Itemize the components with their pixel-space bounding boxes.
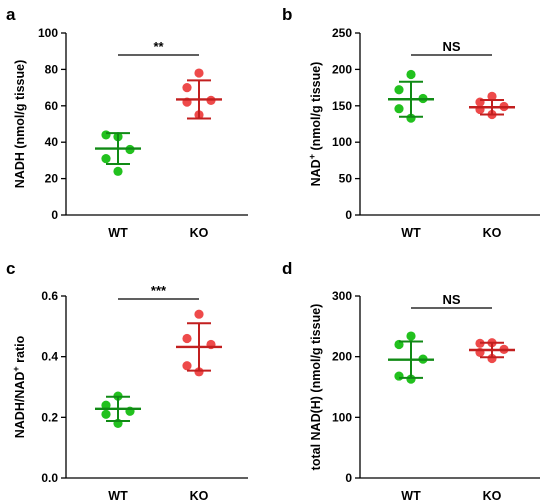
y-tick-label: 200 [332,62,352,76]
y-axis-label-suffix: (nmol/g tissue) [309,62,323,154]
data-point [394,371,404,381]
y-axis-label: NADH/NAD+ ratio [11,335,27,438]
y-axis-label: NADH (nmol/g tissue) [13,60,27,188]
x-tick-label-ko: KO [483,226,502,240]
y-axis-label-superscript: + [11,366,21,371]
y-tick-label: 200 [332,350,352,364]
series-wt [95,391,141,428]
y-tick-label: 100 [38,26,58,40]
y-tick-label: 0.6 [41,289,58,303]
data-point [406,69,416,80]
series-wt [95,130,141,176]
y-tick-label: 80 [45,62,59,76]
data-point [394,104,404,114]
y-axis-label-suffix: ratio [13,335,27,366]
y-tick-label: 0 [51,208,58,222]
data-point [406,331,416,341]
x-tick-label-wt: WT [108,489,128,503]
y-tick-label: 50 [339,172,353,186]
panel-letter: a [6,5,16,24]
data-point [101,153,111,164]
panel-letter: c [6,259,15,278]
data-point [394,85,404,95]
data-point [101,400,111,410]
significance-label: ** [153,39,164,54]
series-ko [176,309,222,377]
data-point [194,309,204,319]
y-axis-label-main: NAD [309,159,323,186]
data-point [113,166,123,176]
y-tick-label: 300 [332,289,352,303]
data-point [101,409,111,419]
y-tick-label: 100 [332,135,352,149]
data-point [182,361,192,371]
data-point [487,91,497,101]
y-axis-label-superscript: + [307,154,317,159]
y-axis-label: NAD+ (nmol/g tissue) [307,62,323,187]
significance-label: *** [151,283,167,298]
data-point [182,83,192,93]
series-ko [176,68,222,120]
data-point [406,374,416,384]
y-tick-label: 40 [45,135,59,149]
panel-b: b 0 50 100 150 200 250 NAD+ (nmol/g tissue) WT KO… [282,5,540,240]
x-tick-label-ko: KO [190,489,209,503]
series-wt [388,69,434,123]
y-tick-label: 60 [45,99,59,113]
panel-d: d 0 100 200 300 total NAD(H) (nmol/g tissue) W… [282,259,540,503]
x-tick-label-wt: WT [401,489,421,503]
panel-letter: d [282,259,292,278]
y-axis-label-main: NADH (nmol/g tissue) [13,60,27,188]
y-axis-label-main: total NAD(H) (nmol/g tissue) [309,304,323,471]
series-wt [388,331,434,384]
significance-label: NS [442,39,460,54]
series-ko [469,338,515,364]
significance-label: NS [442,292,460,307]
y-tick-label: 20 [45,172,59,186]
y-axis-label: total NAD(H) (nmol/g tissue) [309,304,323,471]
y-axis-label-main: NADH/NAD [13,372,27,439]
x-tick-label-wt: WT [401,226,421,240]
data-point [194,367,204,377]
panel-c: c 0.0 0.2 0.4 0.6 NADH/NAD+ ratio WT KO *** [6,259,248,503]
y-tick-label: 100 [332,410,352,424]
x-tick-label-ko: KO [483,489,502,503]
data-point [194,68,204,78]
panel-letter: b [282,5,292,24]
panel-a: a 0 20 40 60 80 100 NADH (nmol/g tissue) WT KO ** [6,5,248,240]
x-tick-label-ko: KO [190,226,209,240]
series-ko [469,91,515,120]
x-tick-label-wt: WT [108,226,128,240]
y-tick-label: 0 [345,208,352,222]
y-tick-label: 250 [332,26,352,40]
y-tick-label: 0.4 [41,350,58,364]
data-point [101,130,111,140]
y-tick-label: 0 [345,471,352,485]
data-point [182,333,192,344]
y-tick-label: 0.2 [41,410,58,424]
y-tick-label: 0.0 [41,471,58,485]
data-point [487,353,497,364]
y-tick-label: 150 [332,99,352,113]
